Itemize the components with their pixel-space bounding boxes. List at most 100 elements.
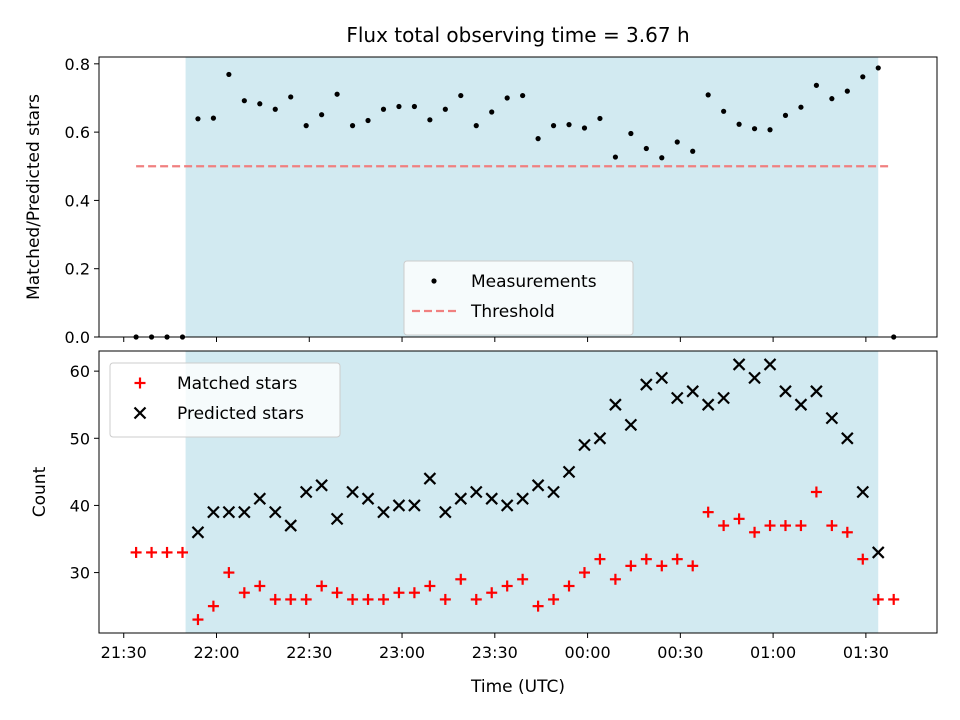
matched-star-point [532, 600, 544, 612]
predicted-star-point-b [717, 391, 730, 405]
predicted-star-point [423, 472, 437, 485]
matched-star-point [563, 580, 575, 592]
measurement-point [767, 127, 773, 133]
matched-star-point [393, 587, 405, 599]
bottom-legend: Matched stars Predicted stars [109, 362, 341, 438]
matched-star-point [578, 567, 590, 579]
predicted-star-point [763, 358, 777, 371]
bottom-y-tick-label: 60 [70, 362, 90, 381]
predicted-star-point [392, 499, 406, 512]
predicted-star-point-b [748, 371, 761, 385]
predicted-star-point [330, 512, 344, 526]
predicted-star-point [562, 465, 576, 479]
matched-star-point [749, 526, 761, 538]
measurement-point [427, 117, 433, 123]
matched-star-point [733, 513, 745, 525]
predicted-star-point [810, 385, 823, 398]
measurement-point [210, 115, 217, 121]
matched-star-point [470, 593, 482, 605]
predicted-star-point-b [593, 432, 607, 445]
predicted-star-point [191, 526, 205, 539]
measurement-point [612, 154, 619, 160]
measurement-point [349, 123, 356, 129]
legend-measurements-label: Measurements [471, 272, 597, 292]
measurement-point [659, 155, 665, 161]
predicted-star-point-b [330, 512, 344, 526]
bottom-y-axis: 30 40 50 60 [70, 362, 99, 583]
predicted-star-point-b [732, 358, 746, 371]
x-axis-label: Time (UTC) [470, 677, 565, 697]
predicted-star-point-b [439, 505, 452, 519]
predicted-star-point-b [485, 492, 498, 505]
top-legend: Measurements Threshold [403, 260, 634, 336]
matched-star-point [517, 573, 529, 585]
predicted-star-point [222, 505, 236, 519]
predicted-star-point-b [191, 526, 205, 539]
top-y-tick-label: 0.8 [65, 55, 90, 74]
measurement-point [520, 92, 526, 99]
top-y-tick-label: 0.6 [65, 123, 90, 142]
bottom-y-tick-label: 40 [70, 496, 90, 515]
measurement-point [643, 145, 649, 152]
matched-star-point [130, 546, 142, 558]
predicted-star-point [485, 492, 498, 505]
predicted-star-point [717, 391, 730, 405]
measurement-point [628, 130, 634, 137]
predicted-star-point-b [871, 546, 885, 559]
matched-star-point [331, 587, 343, 599]
x-tick-label: 23:00 [379, 643, 425, 662]
predicted-star-point-b [268, 505, 282, 519]
matched-star-point [238, 587, 250, 599]
predicted-star-point [871, 546, 885, 559]
predicted-star-point [686, 385, 699, 398]
predicted-star-point [547, 485, 560, 499]
predicted-star-point-b [423, 472, 437, 485]
matched-star-point [810, 486, 822, 498]
matched-star-point [501, 580, 513, 592]
x-tick-label: 01:00 [750, 643, 796, 662]
x-tick-label: 00:00 [565, 643, 611, 662]
predicted-star-point [346, 485, 359, 499]
measurement-point [736, 121, 742, 127]
measurement-point [566, 122, 572, 128]
predicted-star-point [469, 485, 483, 499]
matched-star-point [687, 560, 699, 572]
measurement-point [473, 123, 479, 129]
predicted-star-point [268, 505, 282, 519]
predicted-star-point [516, 492, 529, 505]
predicted-star-point-b [794, 398, 808, 411]
predicted-star-point [284, 519, 297, 532]
measurement-point [241, 98, 247, 104]
predicted-star-point-b [377, 505, 390, 519]
predicted-star-point [593, 432, 607, 445]
predicted-star-point [655, 371, 669, 385]
predicted-star-point [670, 391, 684, 405]
measurement-point [860, 74, 866, 80]
matched-star-point [795, 520, 807, 532]
predicted-star-point-b [825, 411, 839, 425]
matched-star-point [486, 587, 498, 599]
measurement-point [875, 65, 881, 71]
predicted-star-point [238, 505, 251, 519]
measurement-point [844, 88, 850, 94]
measurement-point [581, 125, 588, 131]
predicted-star-point-b [207, 505, 220, 519]
predicted-star-point [253, 492, 267, 505]
matched-star-point [347, 593, 359, 605]
matched-star-point [857, 553, 869, 565]
matched-star-point [548, 593, 560, 605]
legend-predicted-swatch-b [133, 406, 147, 420]
predicted-star-point [825, 411, 839, 425]
predicted-star-point-b [222, 505, 236, 519]
bottom-y-tick-label: 50 [70, 429, 90, 448]
matched-star-point [671, 553, 683, 565]
measurement-point [550, 123, 557, 129]
predicted-star-point-b [810, 385, 823, 398]
matched-star-point [176, 546, 188, 558]
matched-star-point [223, 567, 235, 579]
predicted-star-point-b [670, 391, 684, 405]
measurement-point [411, 103, 418, 110]
top-y-axis-label: Matched/Predicted stars [24, 94, 44, 300]
predicted-star-point-b [578, 438, 591, 452]
matched-star-point [888, 593, 900, 605]
